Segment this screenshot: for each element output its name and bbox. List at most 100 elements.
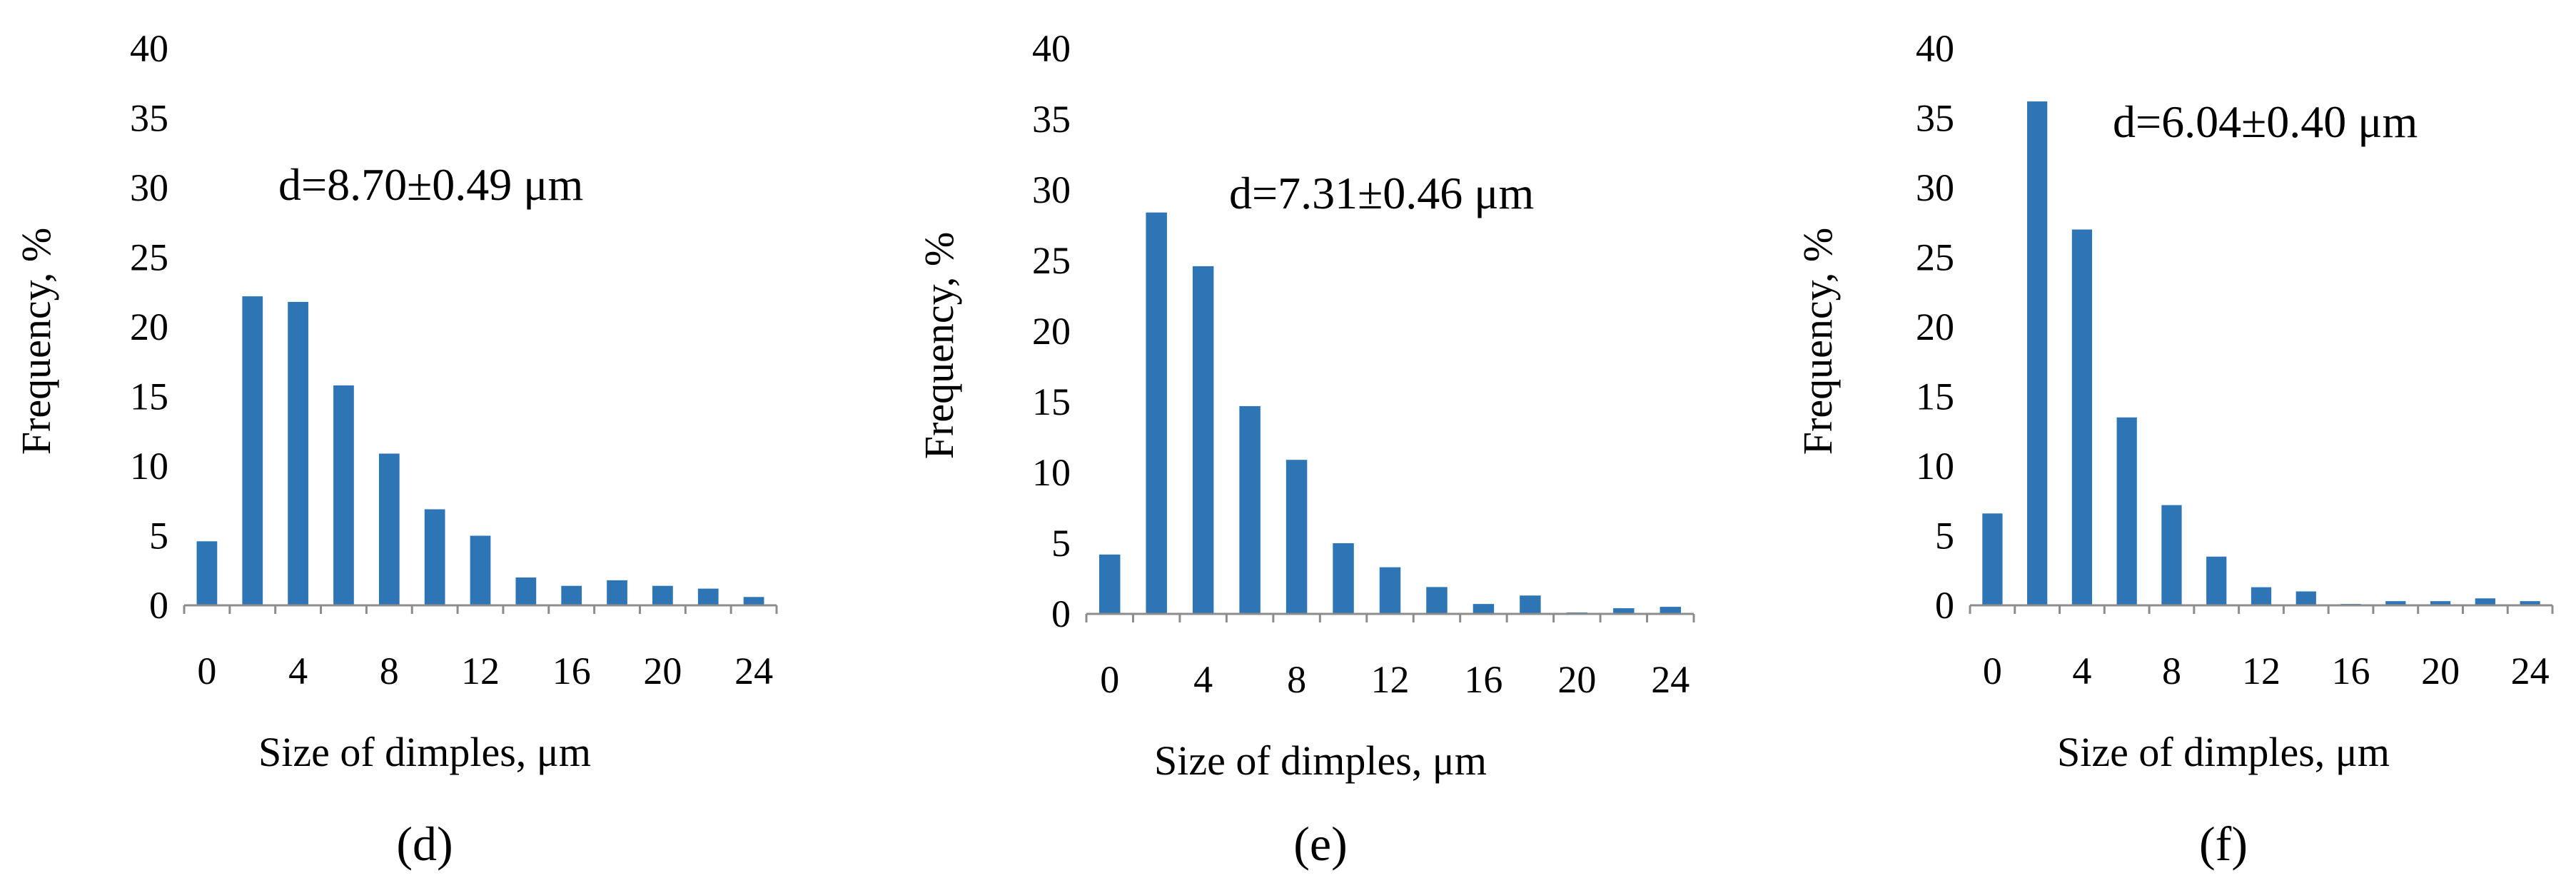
chart-panel-e: 0 5 10 15 20 25 30 35 40 0 4 8 12 16 20 24 Frequency, % S… (916, 27, 1695, 871)
y-tick-label: 5 (1051, 522, 1071, 565)
y-tick-label: 5 (1935, 515, 1954, 557)
y-tick-label: 0 (149, 584, 168, 627)
y-tick-label: 25 (1916, 236, 1954, 279)
y-axis-label: Frequency, % (13, 228, 59, 455)
x-tick-label: 4 (2072, 650, 2091, 692)
y-tick-label: 15 (1916, 375, 1954, 418)
bar (470, 535, 491, 605)
bar (288, 301, 308, 605)
x-tick-label: 12 (1371, 658, 1410, 701)
y-tick-label: 30 (130, 166, 168, 209)
mean-size-annotation: d=7.31±0.46 μm (1229, 168, 1534, 218)
y-tick-label: 15 (1032, 380, 1071, 423)
y-tick-label: 10 (1916, 445, 1954, 488)
mean-size-annotation: d=8.70±0.49 μm (278, 159, 583, 210)
panel-label: (d) (396, 817, 453, 871)
bar (2251, 587, 2272, 605)
y-tick-label: 25 (130, 236, 168, 279)
x-tick-label: 16 (552, 650, 591, 692)
y-tick-label: 10 (130, 445, 168, 488)
x-axis-label: Size of dimples, μm (1154, 737, 1487, 784)
x-tick-label: 4 (1193, 658, 1213, 701)
y-tick-label: 35 (130, 97, 168, 140)
y-tick-label: 20 (130, 306, 168, 348)
x-tick-label: 8 (1287, 658, 1306, 701)
y-tick-label: 40 (130, 27, 168, 70)
bar (561, 585, 582, 605)
bar (1099, 554, 1121, 614)
x-tick-label: 16 (2332, 650, 2370, 692)
x-tick-label: 12 (461, 650, 500, 692)
y-tick-label: 20 (1032, 310, 1071, 353)
bar (515, 577, 537, 605)
bar (652, 585, 673, 605)
bar (333, 385, 354, 605)
bar (1286, 460, 1308, 614)
bar (2116, 417, 2137, 605)
y-tick-label: 20 (1916, 306, 1954, 348)
x-tick-label: 8 (380, 650, 399, 692)
y-tick-label: 40 (1916, 27, 1954, 70)
bar (2206, 556, 2227, 605)
bar (2161, 505, 2182, 605)
bar (2475, 598, 2495, 605)
bar (743, 597, 764, 605)
bar (607, 580, 627, 605)
y-tick-label: 30 (1032, 168, 1071, 211)
bar (196, 541, 218, 605)
bar (242, 296, 263, 605)
mean-size-annotation: d=6.04±0.40 μm (2113, 96, 2418, 147)
bar (1613, 608, 1635, 614)
x-axis-label: Size of dimples, μm (2057, 729, 2390, 775)
x-tick-label: 20 (643, 650, 682, 692)
chart-panel-d: 0 5 10 15 20 25 30 35 40 0 4 8 12 16 20 24 Frequency, % S… (13, 27, 778, 871)
y-tick-label: 35 (1916, 97, 1954, 140)
y-tick-label: 5 (149, 515, 168, 557)
y-tick-label: 30 (1916, 166, 1954, 209)
panel-label: (e) (1293, 817, 1347, 871)
x-tick-label: 4 (288, 650, 308, 692)
bar (2520, 601, 2540, 605)
x-tick-label: 24 (734, 650, 773, 692)
x-tick-label: 0 (197, 650, 216, 692)
x-tick-label: 8 (2162, 650, 2181, 692)
y-tick-label: 0 (1051, 592, 1071, 635)
bar (2295, 591, 2316, 605)
bar (424, 509, 445, 605)
bar (1660, 607, 1681, 614)
bar (1379, 567, 1401, 614)
y-axis-label: Frequency, % (1794, 228, 1841, 455)
x-tick-label: 24 (1651, 658, 1689, 701)
bar (2430, 601, 2451, 605)
bar (2385, 601, 2406, 605)
panel-label: (f) (2199, 817, 2248, 871)
bar (1192, 266, 1214, 614)
bar (2071, 229, 2093, 605)
bar (697, 588, 719, 605)
bar (1426, 587, 1448, 614)
bar (1239, 405, 1261, 614)
x-tick-label: 0 (1983, 650, 2002, 692)
y-axis-label: Frequency, % (916, 232, 962, 459)
bar (1982, 513, 2003, 605)
bar (1520, 595, 1541, 614)
x-tick-label: 20 (1557, 658, 1596, 701)
y-tick-label: 10 (1032, 451, 1071, 494)
bar (1333, 543, 1354, 614)
y-tick-label: 15 (130, 375, 168, 418)
bar (1146, 212, 1167, 614)
x-tick-label: 24 (2511, 650, 2550, 692)
x-tick-label: 0 (1100, 658, 1119, 701)
bar (1473, 604, 1495, 614)
y-tick-label: 35 (1032, 98, 1071, 141)
x-tick-label: 12 (2242, 650, 2280, 692)
y-tick-label: 0 (1935, 584, 1954, 627)
chart-panel-f: 0 5 10 15 20 25 30 35 40 0 4 8 12 16 20 24 Frequency, % S… (1794, 27, 2554, 871)
bar (2027, 101, 2048, 606)
y-tick-label: 25 (1032, 239, 1071, 282)
x-tick-label: 20 (2421, 650, 2460, 692)
x-axis-label: Size of dimples, μm (258, 729, 591, 775)
bar (378, 453, 400, 605)
y-tick-label: 40 (1032, 27, 1071, 70)
